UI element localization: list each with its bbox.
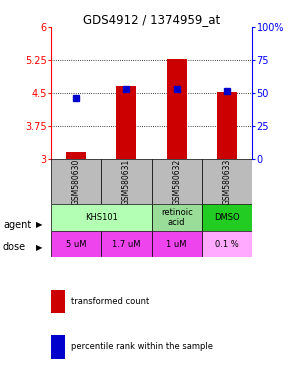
Bar	[152, 159, 202, 204]
Bar	[51, 204, 152, 231]
Bar	[51, 159, 101, 204]
Bar	[202, 231, 252, 257]
Bar	[66, 152, 86, 159]
Text: GSM580632: GSM580632	[172, 159, 181, 205]
Bar	[101, 231, 152, 257]
Text: DMSO: DMSO	[214, 213, 240, 222]
Text: retinoic
acid: retinoic acid	[161, 208, 193, 227]
Bar	[51, 231, 101, 257]
Title: GDS4912 / 1374959_at: GDS4912 / 1374959_at	[83, 13, 220, 26]
Text: 0.1 %: 0.1 %	[215, 240, 239, 248]
Text: 1 uM: 1 uM	[166, 240, 187, 248]
Text: dose: dose	[3, 242, 26, 252]
Bar	[101, 159, 152, 204]
Text: percentile rank within the sample: percentile rank within the sample	[71, 342, 213, 351]
Text: KHS101: KHS101	[85, 213, 117, 222]
Bar	[217, 92, 237, 159]
Text: GSM580630: GSM580630	[71, 159, 80, 205]
Text: transformed count: transformed count	[71, 297, 149, 306]
Bar	[51, 335, 65, 359]
Bar	[152, 231, 202, 257]
Bar	[116, 86, 136, 159]
Text: GSM580633: GSM580633	[223, 159, 232, 205]
Bar	[51, 290, 65, 313]
Bar	[167, 59, 187, 159]
Text: 1.7 uM: 1.7 uM	[112, 240, 141, 248]
Text: 5 uM: 5 uM	[66, 240, 86, 248]
Text: agent: agent	[3, 220, 31, 230]
Text: ▶: ▶	[36, 220, 43, 229]
Text: GSM580631: GSM580631	[122, 159, 131, 205]
Bar	[202, 204, 252, 231]
Text: ▶: ▶	[36, 243, 43, 252]
Bar	[202, 159, 252, 204]
Bar	[152, 204, 202, 231]
